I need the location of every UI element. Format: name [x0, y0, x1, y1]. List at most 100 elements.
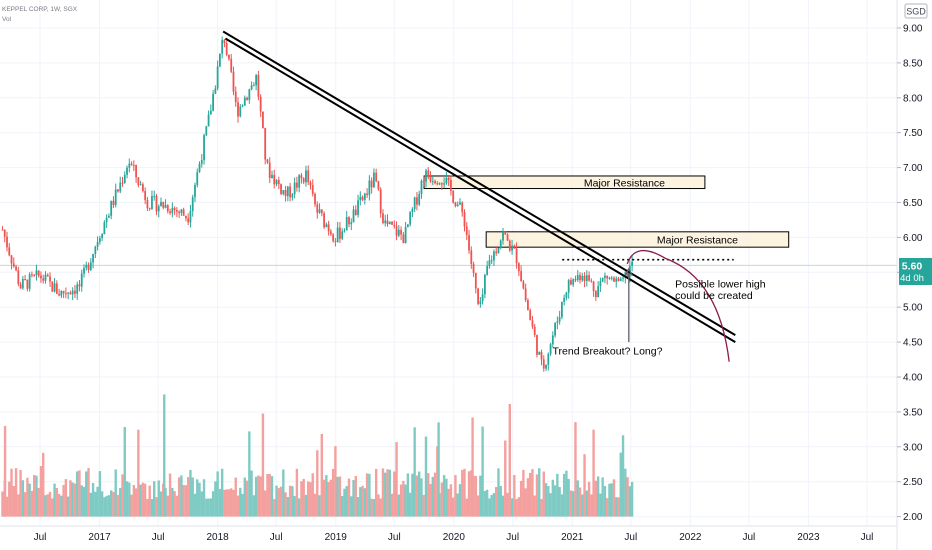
volume-bar	[186, 477, 190, 517]
candle-body	[67, 292, 70, 294]
candle-body	[246, 97, 248, 101]
candle-body	[166, 205, 169, 212]
candle-body	[101, 234, 104, 239]
volume-bar	[340, 495, 344, 517]
volume-bar	[322, 479, 326, 517]
volume-bar	[610, 483, 613, 517]
volume-bar	[57, 493, 61, 517]
candle-body	[597, 286, 600, 298]
volume-bar	[307, 481, 310, 517]
volume-bar	[565, 470, 568, 517]
candle-body	[137, 177, 140, 186]
candle-body	[55, 283, 58, 294]
candle-body	[87, 264, 90, 270]
candle-body	[354, 209, 357, 215]
volume-bar	[551, 479, 555, 517]
volume-bar	[164, 488, 167, 517]
candle-body	[425, 170, 427, 182]
time-tick-label: 2022	[679, 532, 702, 543]
candle-body	[551, 335, 554, 345]
candle-body	[157, 206, 160, 212]
candle-body	[567, 280, 570, 293]
volume-bar	[254, 476, 258, 517]
volume-bar	[134, 488, 138, 517]
candle-body	[513, 245, 516, 249]
candle-body	[445, 177, 448, 184]
time-axis[interactable]: Jul 2017 Jul 2018 Jul 2019 Jul 2020 Jul 2021 Jul 20…	[34, 532, 874, 543]
volume-bar	[429, 484, 432, 517]
resistance-zones[interactable]	[423, 175, 790, 248]
time-tick-label: Jul	[34, 532, 47, 543]
volume-bar	[433, 472, 437, 517]
candle-body	[282, 190, 285, 194]
volume-bar	[476, 495, 480, 517]
candle-body	[289, 186, 292, 198]
volume-bar	[91, 482, 95, 517]
candle-body	[402, 234, 405, 244]
volume-bar	[483, 491, 487, 517]
candle-body	[262, 111, 264, 129]
candle-body	[447, 177, 450, 180]
candle-body	[271, 174, 273, 179]
candle-body	[194, 185, 196, 198]
candle-body	[19, 284, 22, 289]
candle-body	[409, 212, 412, 225]
price-tick-label: 5.00	[903, 303, 923, 314]
candle-body	[400, 229, 402, 235]
candle-body	[558, 317, 561, 322]
candle-body	[370, 180, 373, 188]
candle-body	[590, 280, 593, 282]
volume-bar	[617, 497, 620, 517]
volume-bar	[567, 478, 570, 517]
candle-body	[422, 180, 425, 182]
volume-bar	[94, 491, 97, 517]
resistance-lower-label: Major Resistance	[657, 234, 738, 246]
breakout-arrow[interactable]	[624, 267, 633, 343]
trendlines[interactable]	[222, 30, 736, 343]
candle-body	[92, 253, 94, 263]
volume-bar	[535, 474, 539, 517]
candle-body	[599, 281, 602, 287]
volume-bar	[96, 486, 99, 517]
volume-bar	[209, 498, 213, 517]
volume-bar	[248, 431, 251, 517]
volume-bar	[418, 471, 421, 517]
volume-bar	[35, 475, 38, 517]
resistance-upper-label: Major Resistance	[584, 177, 665, 189]
volume-bar	[218, 488, 222, 517]
candle-body	[182, 209, 185, 216]
volume-bar	[596, 476, 600, 517]
time-tick-label: 2017	[88, 532, 111, 543]
candle-body	[148, 208, 151, 210]
volume-bar	[574, 422, 577, 517]
price-axis[interactable]: 9.008.508.007.507.006.506.005.505.004.50…	[897, 24, 923, 524]
candle-body	[329, 231, 332, 235]
projection-arc[interactable]	[626, 250, 730, 362]
candle-body	[488, 260, 491, 267]
volume-bar	[300, 481, 303, 517]
volume-bar	[361, 485, 364, 517]
candle-body	[300, 175, 303, 179]
volume-bar	[263, 490, 267, 517]
time-tick-label: 2018	[207, 532, 230, 543]
candle-body	[601, 278, 604, 282]
candle-body	[185, 215, 187, 219]
price-badge-countdown: 4d 0h	[900, 273, 924, 284]
candle-body	[334, 241, 337, 243]
volume-bar	[388, 469, 391, 517]
volume-bars	[1, 394, 634, 517]
volume-bar	[325, 475, 328, 517]
volume-bar	[377, 494, 380, 517]
chart-grid	[0, 0, 897, 526]
candle-body	[486, 266, 489, 275]
candle-body	[576, 275, 579, 281]
candle-body	[200, 160, 203, 164]
volume-bar	[334, 446, 337, 517]
currency-badge-box[interactable]	[904, 3, 928, 19]
candle-body	[499, 240, 502, 248]
candle-body	[345, 217, 348, 231]
volume-bar	[245, 480, 249, 517]
candle-body	[382, 213, 384, 224]
resistance-zone	[485, 231, 790, 248]
